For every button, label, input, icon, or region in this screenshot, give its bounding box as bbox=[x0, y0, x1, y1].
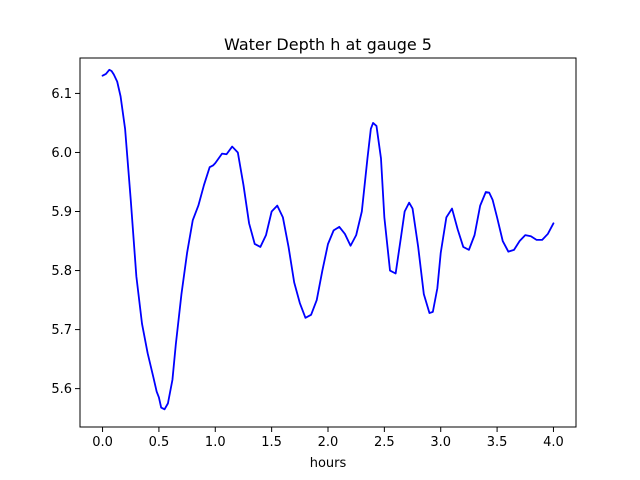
y-axis: 5.6 5.7 5.8 5.9 6.0 6.1 bbox=[51, 87, 80, 397]
x-tick-label: 1.0 bbox=[205, 435, 226, 450]
y-tick-label: 5.8 bbox=[51, 264, 72, 279]
x-tick-label: 2.5 bbox=[374, 435, 395, 450]
x-tick-label: 3.5 bbox=[487, 435, 508, 450]
y-tick-label: 5.6 bbox=[51, 382, 72, 397]
y-tick-label: 5.7 bbox=[51, 323, 72, 338]
plot-area bbox=[79, 57, 577, 428]
series-line-layer bbox=[101, 68, 555, 411]
x-axis: 0.0 0.5 1.0 1.5 2.0 2.5 3.0 3.5 4.0 bbox=[92, 427, 564, 450]
x-tick-label: 0.0 bbox=[92, 435, 113, 450]
x-axis-label: hours bbox=[310, 456, 347, 471]
y-tick-label: 6.1 bbox=[51, 87, 72, 102]
series-line bbox=[101, 68, 555, 411]
x-tick-label: 3.0 bbox=[430, 435, 451, 450]
y-tick-label: 5.9 bbox=[51, 205, 72, 220]
y-tick-label: 6.0 bbox=[51, 146, 72, 161]
x-tick-label: 0.5 bbox=[149, 435, 170, 450]
x-tick-label: 2.0 bbox=[318, 435, 339, 450]
x-tick-label: 4.0 bbox=[543, 435, 564, 450]
x-tick-label: 1.5 bbox=[261, 435, 282, 450]
chart-title: Water Depth h at gauge 5 bbox=[224, 35, 432, 54]
